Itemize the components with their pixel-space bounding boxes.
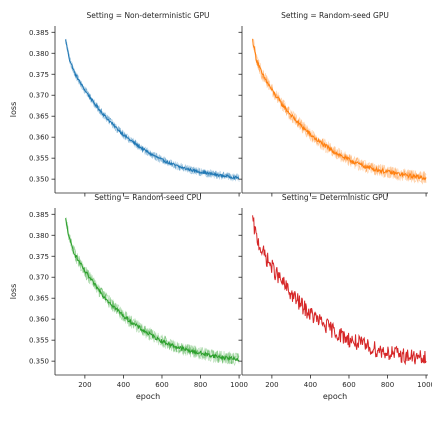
y-tick-label: 0.360	[29, 316, 49, 324]
panel-3: Setting = Random-seed CPU 0.350 0.355 0.360…	[9, 193, 248, 401]
panel-1: Setting = Non-deterministic GPU 0.350 0.35…	[9, 11, 241, 197]
x-tick-label: 400	[304, 381, 317, 389]
y-tick-label: 0.375	[29, 253, 49, 261]
y-tick-label: 0.375	[29, 71, 49, 79]
x-tick-label: 800	[381, 381, 394, 389]
x-tick-label: 200	[78, 381, 91, 389]
y-tick-label: 0.355	[29, 155, 49, 163]
y-tick-label: 0.385	[29, 211, 49, 219]
y-tick-label: 0.365	[29, 113, 49, 121]
x-tick-label: 1000	[230, 381, 248, 389]
series-line	[252, 38, 427, 181]
y-tick-label: 0.380	[29, 50, 49, 58]
y-tick-label: 0.380	[29, 232, 49, 240]
x-tick-label: 600	[155, 381, 168, 389]
y-tick-label: 0.370	[29, 274, 49, 282]
facet-title: Setting = Random-seed GPU	[281, 11, 389, 20]
x-axis-label: epoch	[323, 392, 347, 401]
x-tick-label: 600	[342, 381, 355, 389]
facet-title: Setting = Non-deterministic GPU	[87, 11, 210, 20]
facet-title: Setting = Deterministic GPU	[282, 193, 388, 202]
panel-2: Setting = Random-seed GPU	[238, 11, 428, 197]
y-tick-label: 0.365	[29, 295, 49, 303]
x-tick-label: 200	[265, 381, 278, 389]
y-tick-label: 0.350	[29, 358, 49, 366]
y-tick-label: 0.385	[29, 29, 49, 37]
panels: Setting = Non-deterministic GPU 0.350 0.35…	[9, 11, 432, 401]
x-axis-label: epoch	[136, 392, 160, 401]
y-axis-label: loss	[9, 284, 18, 299]
y-tick-label: 0.355	[29, 337, 49, 345]
x-tick-label: 1000	[417, 381, 432, 389]
facet-title: Setting = Random-seed CPU	[94, 193, 201, 202]
y-tick-label: 0.360	[29, 134, 49, 142]
x-tick-label: 800	[194, 381, 207, 389]
series-line	[252, 215, 427, 366]
series-line	[65, 218, 240, 362]
series-line	[65, 39, 240, 181]
x-tick-label: 400	[117, 381, 130, 389]
y-tick-label: 0.370	[29, 92, 49, 100]
run-trace	[252, 38, 427, 185]
run-trace	[65, 219, 240, 365]
y-tick-label: 0.350	[29, 176, 49, 184]
run-trace	[65, 40, 240, 182]
panel-4: Setting = Deterministic GPU 200 400 600 800 1…	[238, 193, 432, 401]
y-axis-label: loss	[9, 102, 18, 117]
run-trace	[65, 38, 240, 182]
